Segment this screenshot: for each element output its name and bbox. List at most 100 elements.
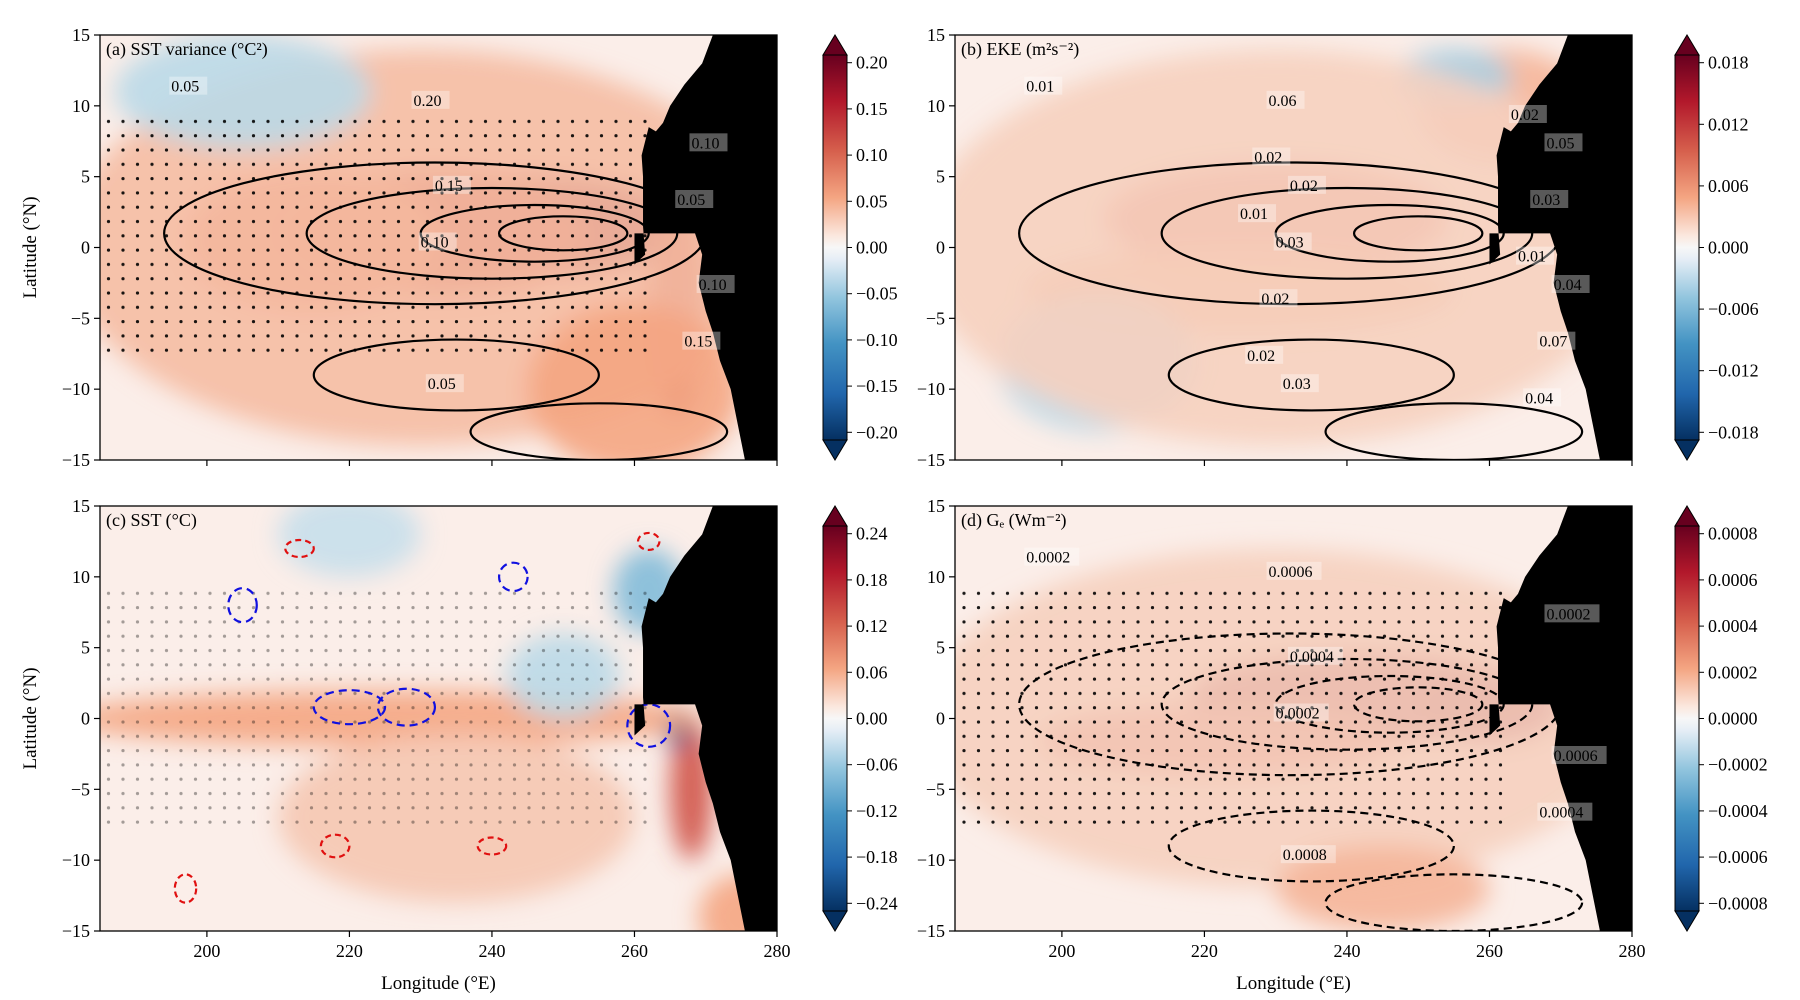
contour-label: 0.04 — [1554, 277, 1582, 294]
colorbar-tick-label: 0.0006 — [1708, 570, 1758, 590]
y-tick-label: 15 — [72, 25, 90, 45]
colorbar-tick-label: −0.006 — [1708, 299, 1759, 319]
y-tick-label: −15 — [62, 450, 90, 470]
contour-label: 0.0006 — [1269, 564, 1313, 581]
contour-line-3 — [497, 561, 529, 593]
x-axis-label: Longitude (°E) — [381, 973, 496, 994]
land-mask — [1489, 506, 1632, 931]
colorbar-tick-label: −0.12 — [856, 801, 898, 821]
colorbar-tick-label: 0.05 — [856, 191, 888, 211]
contours-positive — [173, 531, 661, 904]
contour-label: 0.05 — [171, 79, 199, 96]
panel-title: (d) Gₑ (Wm⁻²) — [961, 510, 1066, 531]
colorbar-tick-label: 0.00 — [856, 238, 888, 258]
colorbar-tick-label: 0.006 — [1708, 176, 1749, 196]
land-mask — [1489, 35, 1632, 460]
x-tick-label: 220 — [336, 941, 363, 961]
stippling — [100, 111, 656, 358]
contour-line-0 — [312, 689, 387, 726]
contours — [227, 561, 672, 748]
y-tick-label: −10 — [917, 850, 945, 870]
colorbar-tick-label: −0.24 — [856, 893, 898, 913]
contour-label: 0.10 — [699, 277, 727, 294]
colorbar-body — [1674, 525, 1700, 912]
contour-label: 0.15 — [684, 334, 712, 351]
contour-line-4 — [1167, 809, 1455, 883]
contour-positive-4 — [636, 531, 661, 552]
y-tick-label: 10 — [927, 567, 945, 587]
y-tick-label: −5 — [71, 779, 90, 799]
contour-positive-0 — [284, 538, 315, 559]
colorbar-tick-label: 0.0000 — [1708, 709, 1758, 729]
x-tick-label: 220 — [1191, 941, 1218, 961]
contour-line-1 — [376, 687, 437, 727]
y-tick-label: 10 — [72, 96, 90, 116]
land-mask — [634, 35, 777, 460]
contour-label: 0.01 — [1026, 79, 1054, 96]
y-tick-label: −15 — [917, 450, 945, 470]
panel-title: (b) EKE (m²s⁻²) — [961, 39, 1079, 60]
colorbar-tick-label: 0.18 — [856, 570, 888, 590]
x-tick-label: 260 — [621, 941, 648, 961]
contour-label: 0.02 — [1254, 150, 1282, 167]
x-tick-label: 260 — [1476, 941, 1503, 961]
contour-line-4 — [1167, 338, 1455, 412]
contour-label: 0.03 — [1276, 235, 1304, 252]
colorbar-tick-label: 0.0002 — [1708, 662, 1758, 682]
colorbar-tick-label: −0.15 — [856, 376, 898, 396]
x-tick-label: 280 — [1619, 941, 1646, 961]
y-tick-label: 10 — [72, 567, 90, 587]
y-tick-label: −10 — [62, 379, 90, 399]
panel-c: 15 10 5 0 −5 −10 −15 200 220 240 260 280 (c) SST (°C… — [20, 496, 898, 994]
colorbar-d: 0.0008 0.0006 0.0004 0.0002 0.0000 −0.0002 −0.… — [1674, 505, 1768, 932]
y-tick-label: −10 — [62, 850, 90, 870]
colorbar-extend-min — [822, 910, 848, 932]
contour-label: 0.02 — [1511, 107, 1539, 124]
panel-title: (a) SST variance (°C²) — [106, 39, 268, 60]
x-tick-label: 280 — [764, 941, 791, 961]
contour-line-5 — [1324, 873, 1584, 931]
colorbar-tick-label: −0.0002 — [1708, 755, 1768, 775]
contour-label: 0.02 — [1261, 291, 1289, 308]
contour-line-3 — [1352, 215, 1484, 252]
field-d — [955, 506, 1632, 931]
contour-label: 0.20 — [414, 93, 442, 110]
colorbar-tick-label: −0.20 — [856, 422, 898, 442]
colorbar-tick-label: 0.24 — [856, 524, 888, 544]
contour-label: 0.0002 — [1026, 550, 1070, 567]
contour-label: 0.0002 — [1546, 606, 1590, 623]
y-tick-label: 15 — [927, 496, 945, 516]
contour-label: 0.05 — [1546, 135, 1574, 152]
contour-label: 0.05 — [428, 376, 456, 393]
y-tick-label: −15 — [917, 921, 945, 941]
contour-label: 0.03 — [1532, 192, 1560, 209]
contour-label: 0.0002 — [1276, 706, 1320, 723]
y-tick-label: 0 — [936, 709, 945, 729]
contour-label: 0.10 — [691, 135, 719, 152]
colorbar-a: 0.20 0.15 0.10 0.05 0.00 −0.05 −0.10 −0.15 −0.20 — [822, 34, 898, 461]
y-tick-label: −5 — [926, 308, 945, 328]
field-anomaly-5 — [278, 506, 421, 577]
colorbar-tick-label: −0.10 — [856, 330, 898, 350]
contour-label: 0.0004 — [1290, 649, 1334, 666]
colorbar-body — [1674, 54, 1700, 441]
contour-label: 0.01 — [1518, 249, 1546, 266]
colorbar-tick-label: 0.0004 — [1708, 616, 1758, 636]
contour-label: 0.04 — [1525, 390, 1553, 407]
colorbar-tick-label: −0.0006 — [1708, 847, 1768, 867]
panel-b: 15 10 5 0 −5 −10 −15 (b) EKE (m²s⁻²) 0.01 0.02 0.0… — [917, 25, 1759, 470]
y-tick-label: −5 — [71, 308, 90, 328]
colorbar-tick-label: 0.20 — [856, 53, 888, 73]
colorbar-tick-label: 0.018 — [1708, 53, 1749, 73]
field-a — [100, 35, 777, 460]
contour-label: 0.02 — [1247, 348, 1275, 365]
colorbar-tick-label: −0.012 — [1708, 361, 1759, 381]
colorbar-body — [822, 54, 848, 441]
field-b — [955, 35, 1632, 460]
colorbar-extend-min — [1674, 910, 1700, 932]
colorbar-tick-label: 0.0008 — [1708, 524, 1758, 544]
contour-line-3 — [1352, 686, 1484, 723]
colorbar-body — [822, 525, 848, 912]
x-tick-label: 200 — [1048, 941, 1075, 961]
contour-positive-3 — [476, 836, 508, 856]
